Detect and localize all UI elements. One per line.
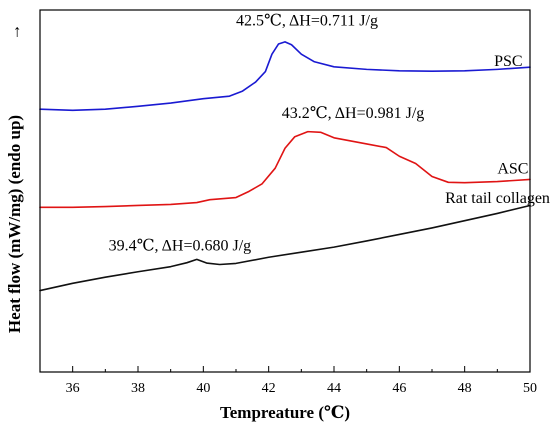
x-tick-label: 42	[262, 381, 276, 396]
x-tick-label: 40	[196, 381, 210, 396]
x-tick-label: 38	[131, 381, 145, 396]
peak-annotation: 39.4℃, ΔH=0.680 J/g	[109, 237, 252, 254]
peak-annotation: 42.5℃, ΔH=0.711 J/g	[236, 13, 378, 30]
y-axis-title: Heat flow (mW/mg) (endo up)	[5, 115, 24, 333]
x-ticks	[39, 366, 531, 372]
series-label-psc: PSC	[494, 53, 522, 70]
series-line-asc	[39, 130, 531, 209]
x-tick-label: 48	[458, 381, 472, 396]
x-tick-label: 50	[523, 381, 537, 396]
chart-text: 36 38 40 42 44 46 48 50 42.5℃, ΔH=0.711 J/g 43.2℃…	[66, 13, 550, 396]
x-tick-label: 44	[327, 381, 341, 396]
x-tick-label: 46	[392, 381, 406, 396]
plot-frame	[39, 9, 531, 373]
series-label-rat-tail-collagen: Rat tail collagen	[445, 190, 550, 207]
series-line-psc	[39, 41, 531, 112]
peak-annotation: 43.2℃, ΔH=0.981 J/g	[282, 105, 425, 122]
x-tick-label: 36	[66, 381, 80, 396]
series-lines	[39, 41, 531, 292]
y-axis-arrow: →	[5, 24, 24, 41]
y-axis-title-group: Heat flow (mW/mg) (endo up) →	[5, 24, 24, 334]
series-label-asc: ASC	[497, 160, 528, 177]
x-axis-title: Tempreature (℃)	[220, 403, 350, 422]
series-line-rat-tail-collagen	[39, 204, 531, 292]
